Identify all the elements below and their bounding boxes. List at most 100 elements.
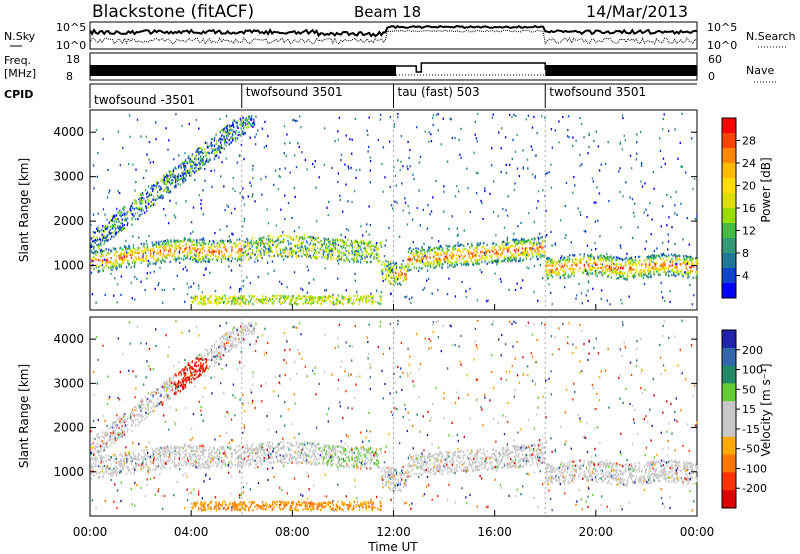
power-point bbox=[327, 241, 330, 244]
power-point bbox=[133, 266, 136, 269]
power-point bbox=[427, 260, 429, 263]
power-point bbox=[250, 253, 252, 256]
power-point bbox=[614, 271, 616, 274]
power-point bbox=[461, 263, 463, 267]
power-point bbox=[114, 223, 116, 226]
power-point bbox=[465, 296, 468, 299]
power-point bbox=[494, 259, 496, 262]
power-point bbox=[368, 298, 370, 301]
power-point bbox=[284, 194, 286, 197]
power-point bbox=[211, 250, 213, 254]
power-point bbox=[348, 252, 350, 255]
power-point bbox=[513, 232, 515, 235]
velocity-point bbox=[508, 465, 510, 468]
power-point bbox=[551, 258, 553, 261]
power-point bbox=[526, 240, 528, 243]
power-point bbox=[182, 268, 184, 271]
power-point bbox=[122, 261, 124, 265]
power-point bbox=[622, 272, 624, 275]
power-point bbox=[158, 242, 160, 245]
power-point bbox=[320, 239, 322, 242]
power-point bbox=[202, 158, 204, 161]
power-point bbox=[304, 296, 307, 299]
power-point bbox=[194, 295, 197, 298]
power-point bbox=[619, 263, 622, 266]
power-point bbox=[195, 154, 198, 157]
power-point bbox=[429, 265, 432, 268]
power-point bbox=[146, 195, 148, 199]
power-point bbox=[622, 195, 624, 198]
power-point bbox=[407, 263, 409, 266]
power-point bbox=[510, 251, 512, 254]
power-point bbox=[311, 256, 313, 259]
power-point bbox=[330, 253, 333, 256]
power-point bbox=[204, 167, 206, 171]
power-point bbox=[134, 199, 137, 202]
power-point bbox=[235, 251, 237, 254]
power-point bbox=[91, 259, 93, 262]
power-point bbox=[272, 255, 274, 258]
power-point bbox=[181, 124, 183, 128]
power-point bbox=[182, 181, 184, 184]
power-point bbox=[271, 250, 273, 253]
power-point bbox=[152, 245, 154, 248]
power-point bbox=[171, 254, 173, 257]
power-point bbox=[346, 256, 348, 259]
power-point bbox=[135, 168, 137, 171]
power-point bbox=[474, 133, 476, 136]
power-point bbox=[563, 270, 565, 274]
power-point bbox=[197, 169, 199, 172]
power-point bbox=[419, 258, 422, 261]
power-point bbox=[292, 250, 294, 253]
power-point bbox=[301, 255, 303, 258]
power-point bbox=[515, 244, 517, 247]
power-point bbox=[545, 263, 547, 266]
power-point bbox=[476, 262, 478, 265]
power-point bbox=[391, 276, 393, 279]
power-point bbox=[108, 191, 110, 194]
power-point bbox=[526, 253, 528, 256]
power-point bbox=[310, 239, 313, 242]
velocity-point bbox=[528, 460, 530, 463]
power-point bbox=[214, 155, 217, 158]
power-point bbox=[685, 266, 687, 269]
power-point bbox=[389, 263, 391, 266]
power-point bbox=[424, 251, 426, 254]
power-point bbox=[331, 253, 333, 256]
power-point bbox=[112, 231, 114, 234]
power-point bbox=[173, 258, 175, 261]
power-point bbox=[618, 263, 620, 266]
power-point bbox=[174, 174, 176, 177]
power-point bbox=[282, 248, 284, 251]
power-point bbox=[363, 242, 366, 245]
power-point bbox=[163, 177, 165, 180]
power-point bbox=[189, 257, 191, 261]
power-point bbox=[562, 269, 564, 272]
power-point bbox=[229, 295, 231, 298]
power-point bbox=[92, 260, 94, 263]
power-point bbox=[355, 299, 357, 302]
power-point bbox=[210, 254, 212, 257]
power-point bbox=[147, 263, 149, 266]
power-point bbox=[608, 266, 610, 269]
power-point bbox=[550, 230, 552, 234]
power-point bbox=[117, 226, 119, 229]
power-point bbox=[596, 186, 598, 189]
power-point bbox=[241, 299, 244, 302]
power-point bbox=[382, 190, 384, 193]
power-point bbox=[693, 177, 696, 180]
power-point bbox=[237, 134, 240, 137]
power-point bbox=[223, 131, 225, 134]
power-point bbox=[214, 232, 216, 235]
power-point bbox=[159, 254, 162, 257]
power-point bbox=[115, 268, 118, 271]
power-point bbox=[153, 202, 155, 206]
power-point bbox=[267, 247, 269, 250]
power-point bbox=[201, 245, 204, 248]
power-point bbox=[402, 209, 404, 212]
power-point bbox=[132, 163, 134, 166]
power-point bbox=[546, 273, 548, 276]
power-point bbox=[400, 160, 402, 163]
power-point bbox=[106, 239, 108, 242]
power-point bbox=[347, 258, 350, 261]
